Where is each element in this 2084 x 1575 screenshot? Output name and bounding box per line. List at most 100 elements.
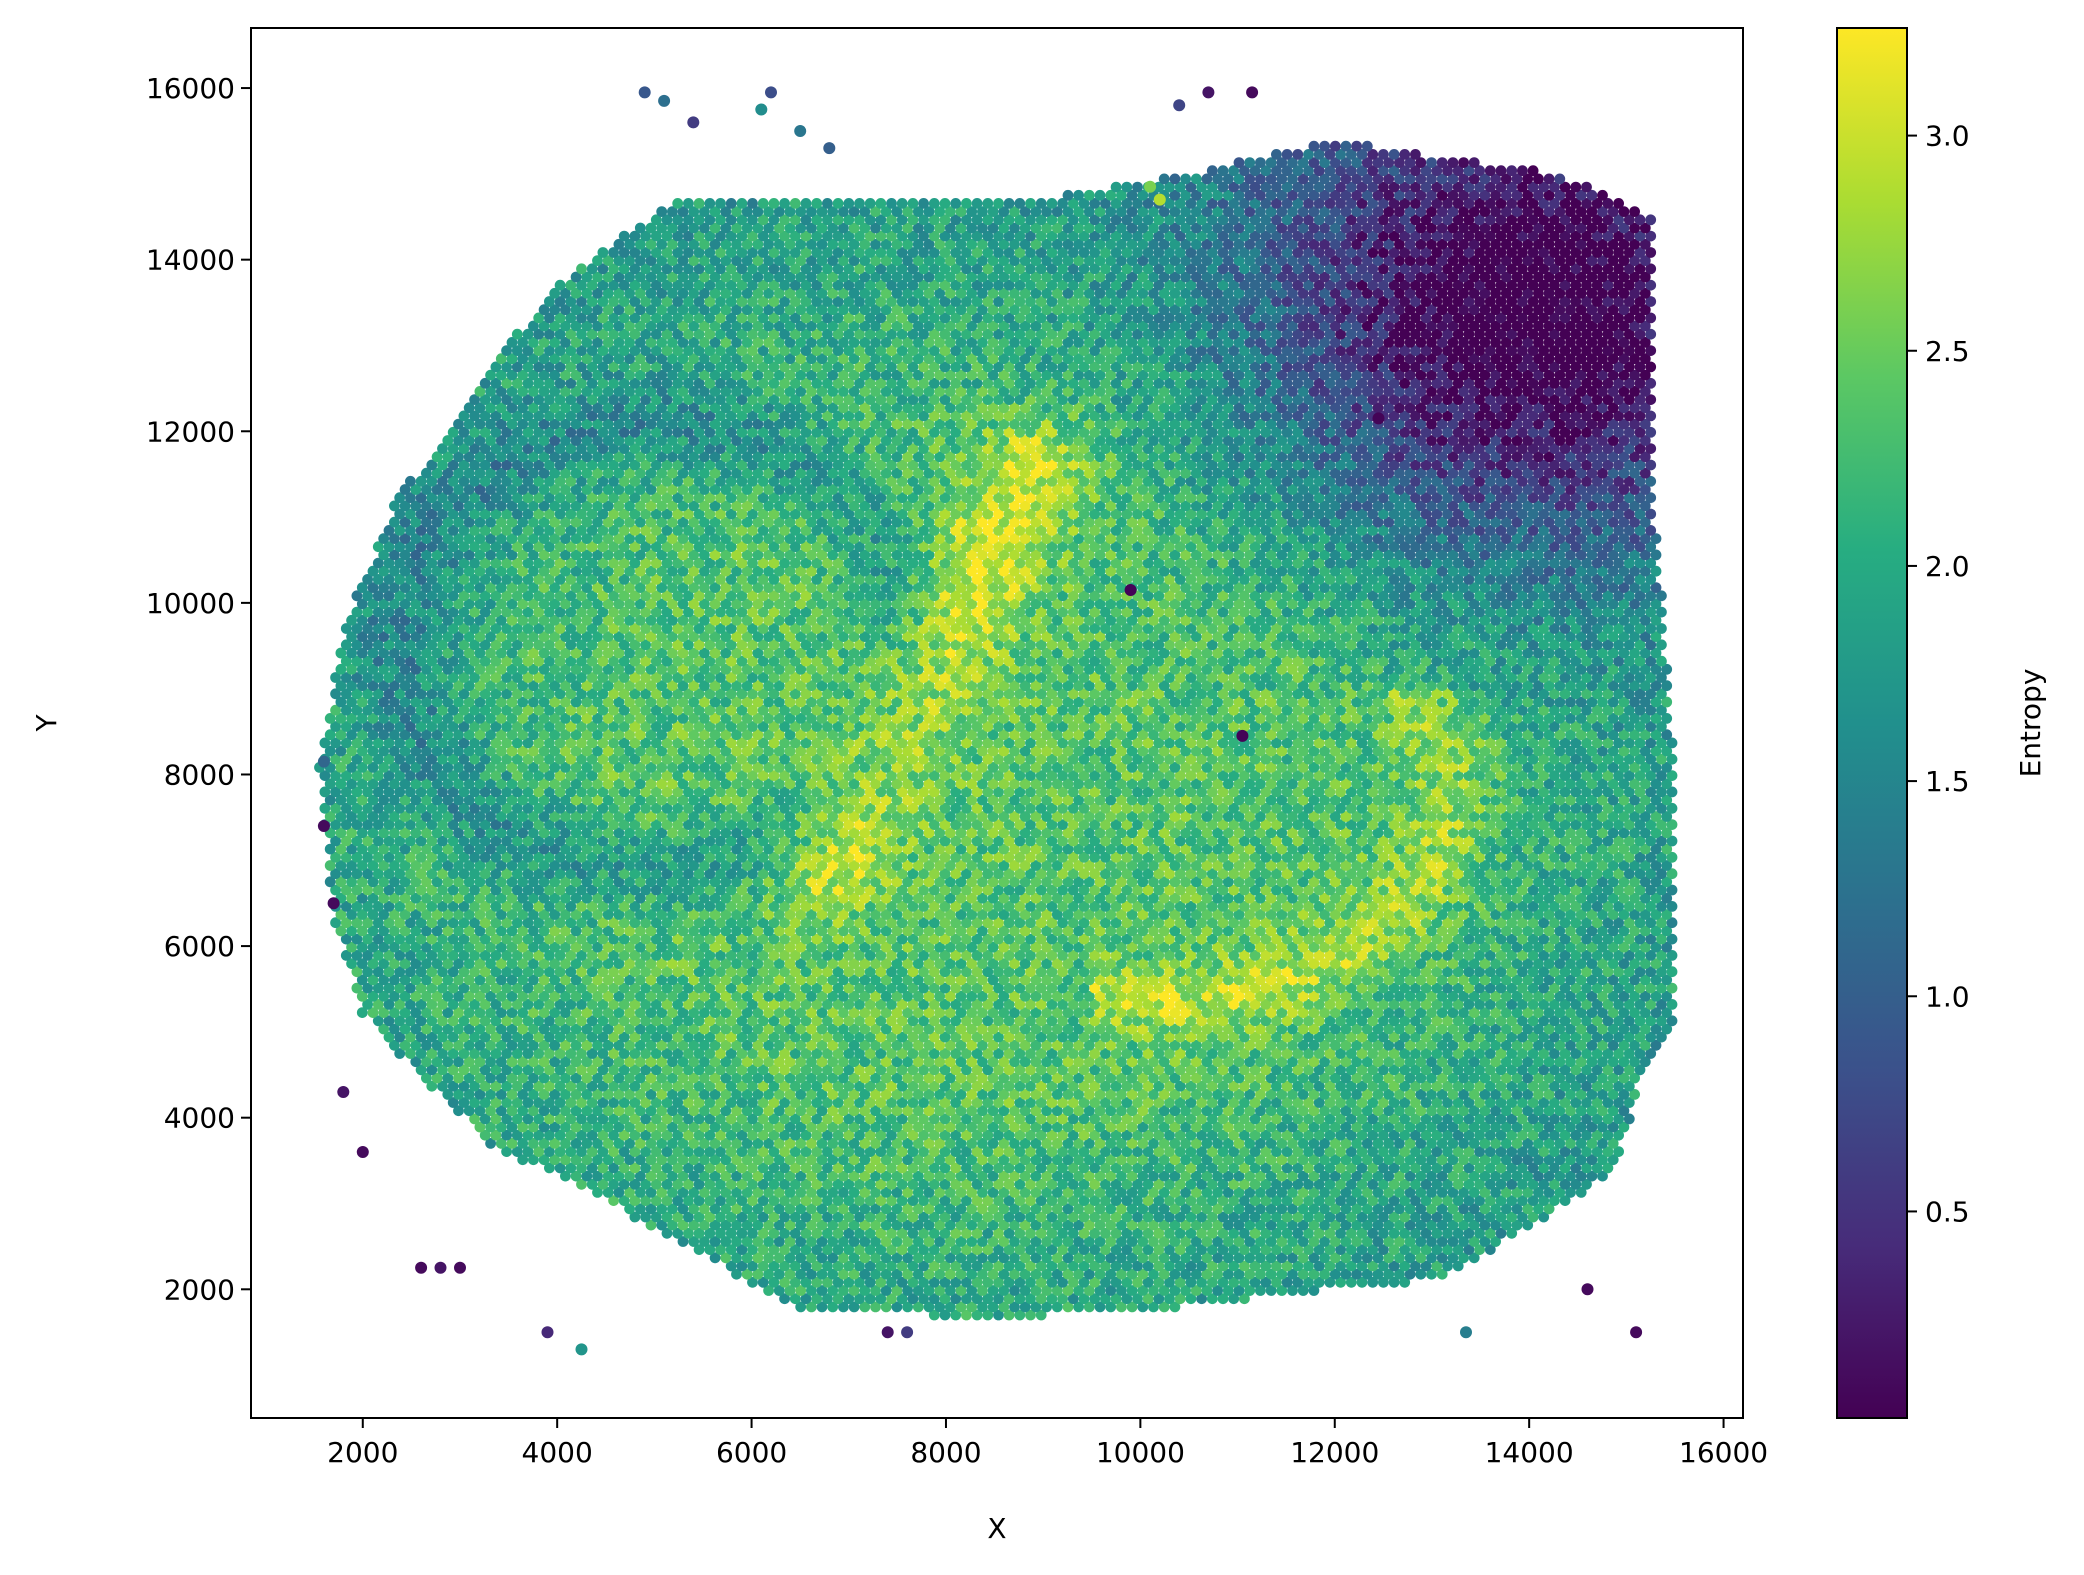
scatter-point	[1132, 1293, 1143, 1305]
scatter-point	[971, 1260, 983, 1272]
scatter-point	[1148, 1268, 1159, 1280]
scatter-point	[928, 1309, 940, 1321]
scatter-point	[1116, 1268, 1127, 1280]
scatter-point	[875, 1293, 887, 1305]
scatter-point	[1126, 1301, 1138, 1313]
scatter-point	[993, 1260, 1004, 1272]
scatter-point	[880, 1268, 892, 1280]
scatter-point	[1137, 1268, 1149, 1280]
scatter-point	[1121, 1276, 1133, 1288]
scatter-point	[779, 1260, 790, 1272]
scatter-point	[1083, 1268, 1095, 1280]
scatter-point	[1415, 1268, 1427, 1280]
scatter-point	[779, 1293, 790, 1305]
scatter-point	[859, 1301, 871, 1313]
scatter-point	[1100, 1276, 1111, 1288]
scatter-point	[1142, 1260, 1154, 1272]
scatter-point	[1260, 1260, 1272, 1272]
scatter-point	[848, 1285, 860, 1296]
scatter-point	[907, 1293, 919, 1305]
scatter-point	[1244, 1268, 1256, 1280]
scatter-point	[944, 1285, 956, 1296]
scatter-point	[1367, 1276, 1379, 1288]
scatter-point	[816, 1268, 828, 1280]
scatter-point	[934, 1268, 946, 1280]
scatter-point	[1297, 1268, 1309, 1280]
scatter-point	[848, 1268, 860, 1280]
scatter-point	[1073, 1268, 1084, 1280]
scatter-point	[1105, 1285, 1117, 1296]
scatter-point	[795, 1301, 807, 1313]
scatter-point	[838, 1268, 849, 1280]
scatter-point	[880, 1301, 892, 1313]
scatter-point	[838, 1285, 849, 1296]
scatter-point	[1239, 1276, 1250, 1288]
scatter-point	[1287, 1268, 1298, 1280]
scatter-point	[977, 1268, 988, 1280]
scatter-point	[832, 1293, 844, 1305]
scatter-point	[1319, 1268, 1330, 1280]
scatter-point	[859, 1268, 871, 1280]
scatter-point	[1340, 1268, 1352, 1280]
scatter-point	[789, 1276, 801, 1288]
scatter-point	[971, 1309, 983, 1321]
scatter-point	[731, 1268, 742, 1280]
scatter-point	[1051, 1301, 1063, 1313]
scatter-point	[763, 1285, 774, 1296]
scatter-point	[1153, 1260, 1165, 1272]
scatter-point	[1094, 1285, 1106, 1296]
scatter-point	[1153, 1276, 1165, 1288]
scatter-point	[1212, 1268, 1223, 1280]
scatter-point	[982, 1293, 994, 1305]
scatter-point	[982, 1276, 994, 1288]
scatter-point	[827, 1301, 839, 1313]
scatter-point	[1041, 1268, 1052, 1280]
scatter-point	[875, 1260, 887, 1272]
scatter-point	[1062, 1301, 1074, 1313]
scatter-point	[982, 1260, 994, 1272]
scatter-point	[1281, 1276, 1293, 1288]
scatter-point	[1169, 1285, 1181, 1296]
scatter-point	[816, 1301, 828, 1313]
scatter-point	[800, 1293, 812, 1305]
scatter-point	[1041, 1301, 1052, 1313]
scatter-point	[939, 1260, 951, 1272]
scatter-point	[806, 1268, 817, 1280]
scatter-point	[854, 1260, 865, 1272]
scatter-point	[1116, 1301, 1127, 1313]
scatter-point	[1148, 1285, 1159, 1296]
scatter-point	[1148, 1301, 1159, 1313]
scatter-point	[1003, 1260, 1015, 1272]
scatter-point	[1137, 1285, 1149, 1296]
scatter-point	[1089, 1260, 1101, 1272]
scatter-point	[832, 1260, 844, 1272]
scatter-point	[961, 1309, 972, 1321]
scatter-point	[934, 1301, 946, 1313]
scatter-point	[982, 1309, 994, 1321]
scatter-point	[800, 1276, 812, 1288]
scatter-point	[1030, 1268, 1042, 1280]
scatter-point	[1372, 1268, 1384, 1280]
scatter-point	[1057, 1276, 1068, 1288]
scatter-point	[741, 1268, 753, 1280]
scatter-point	[827, 1268, 839, 1280]
scatter-point	[773, 1268, 785, 1280]
scatter-point	[1351, 1268, 1362, 1280]
scatter-point	[752, 1268, 764, 1280]
scatter-point	[918, 1276, 929, 1288]
scatter-point	[864, 1293, 876, 1305]
scatter-point	[1222, 1285, 1234, 1296]
scatter-point	[928, 1260, 940, 1272]
scatter-point	[1025, 1260, 1036, 1272]
scatter-point	[950, 1276, 962, 1288]
scatter-point	[1308, 1268, 1320, 1280]
scatter-point	[1126, 1268, 1138, 1280]
scatter-point	[773, 1285, 785, 1296]
scatter-point	[1212, 1285, 1223, 1296]
scatter-point	[1142, 1293, 1154, 1305]
scatter-point	[1169, 1268, 1181, 1280]
scatter-point	[1035, 1309, 1047, 1321]
scatter-point	[977, 1301, 988, 1313]
scatter-point	[1335, 1276, 1346, 1288]
